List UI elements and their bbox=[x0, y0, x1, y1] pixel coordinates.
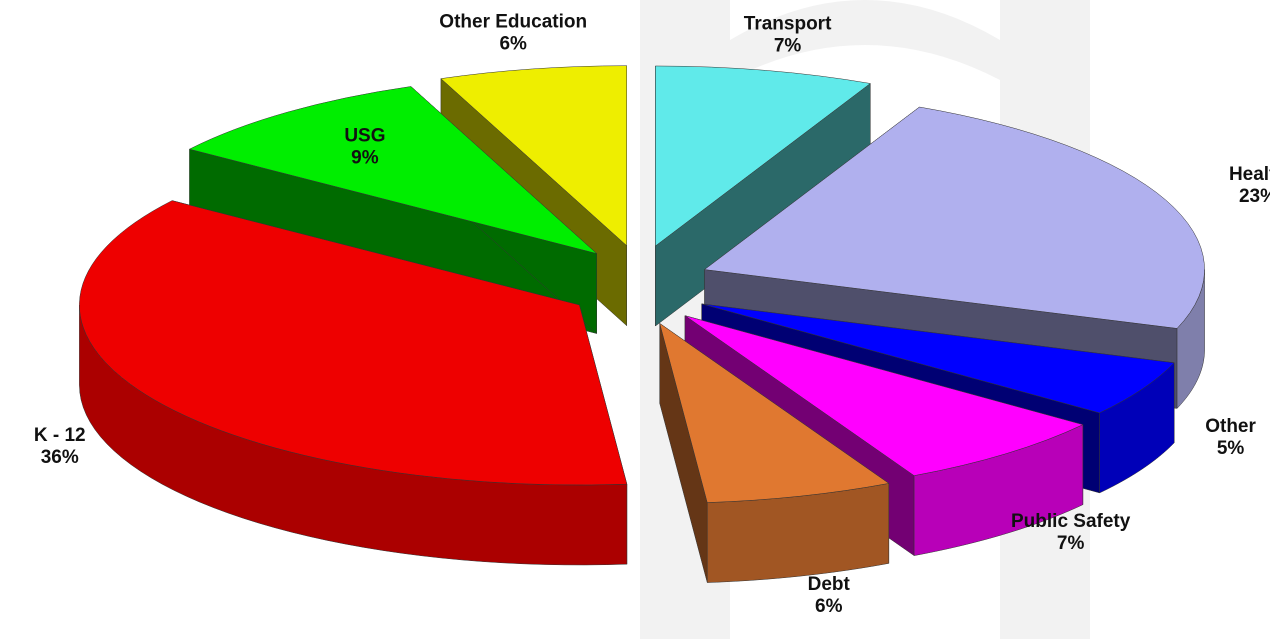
slice bbox=[659, 322, 890, 583]
slice-value-label: 7% bbox=[1057, 533, 1085, 554]
slice-top bbox=[659, 322, 890, 503]
slice bbox=[655, 65, 871, 327]
slice-top bbox=[701, 303, 1175, 414]
slice-label: Transport bbox=[744, 13, 832, 34]
slice-label: Other Education bbox=[439, 12, 587, 33]
slice-label: Health bbox=[1229, 164, 1270, 185]
slice-value-label: 7% bbox=[774, 35, 802, 56]
slice-label: Other bbox=[1205, 416, 1256, 437]
slice-value-label: 5% bbox=[1217, 438, 1245, 459]
slice-value-label: 9% bbox=[351, 147, 379, 168]
slice-top bbox=[188, 86, 597, 254]
slice-top bbox=[703, 106, 1205, 329]
slice-value-label: 23% bbox=[1239, 186, 1270, 207]
slice-label: Public Safety bbox=[1011, 511, 1131, 532]
slice-top bbox=[79, 200, 628, 486]
slice-label: K - 12 bbox=[34, 425, 86, 446]
slice-top bbox=[655, 65, 871, 247]
slice-value-label: 6% bbox=[815, 596, 843, 617]
slice-value-label: 6% bbox=[499, 34, 527, 55]
slice-label: Debt bbox=[808, 574, 851, 595]
slice-top bbox=[684, 315, 1084, 476]
slice bbox=[79, 200, 628, 566]
slice-value-label: 36% bbox=[41, 447, 79, 468]
slice-top bbox=[440, 65, 628, 247]
slice-label: USG bbox=[344, 125, 385, 146]
